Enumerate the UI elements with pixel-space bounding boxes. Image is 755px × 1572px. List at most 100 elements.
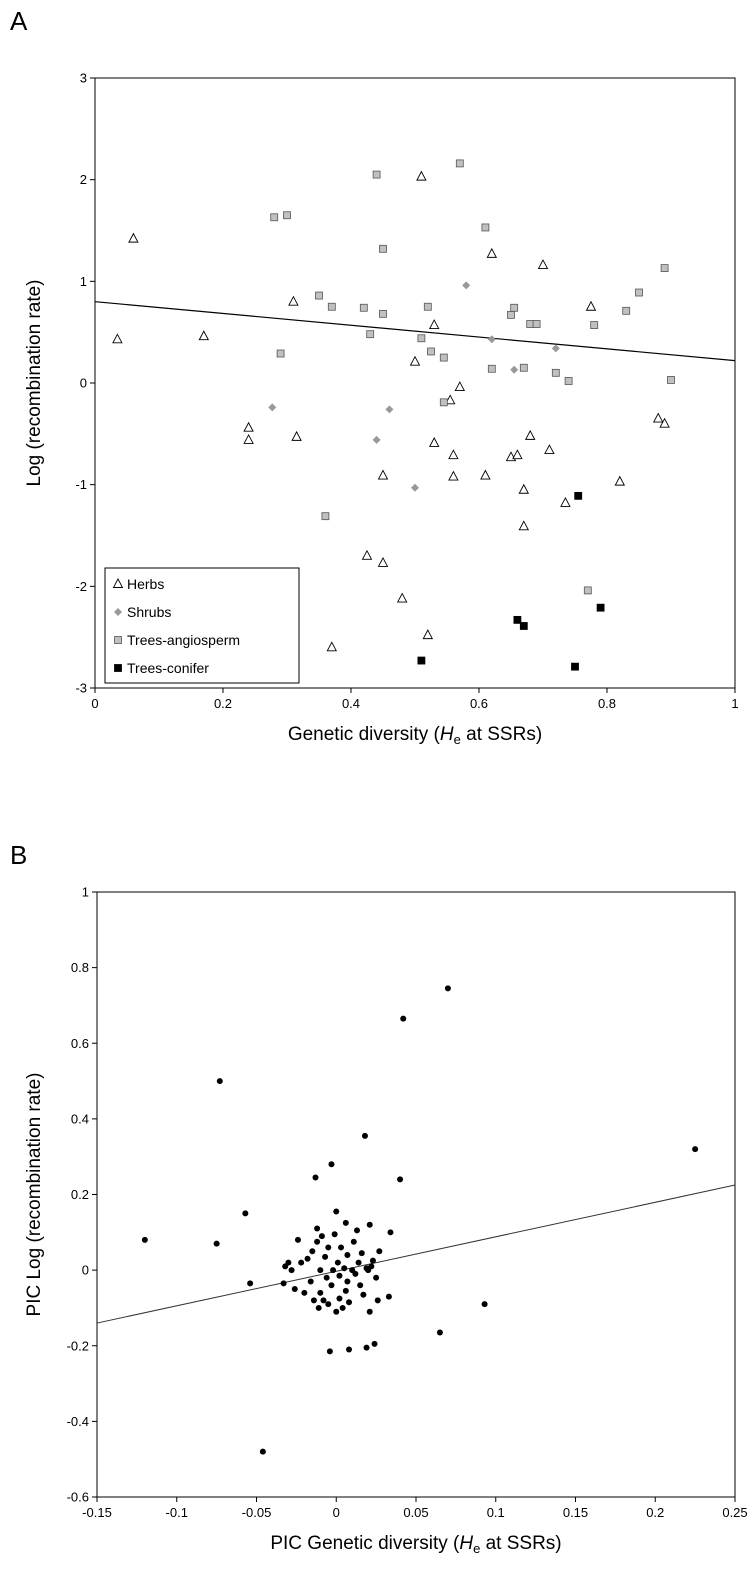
point-series bbox=[331, 1231, 338, 1238]
point-trees-angiosperm bbox=[321, 512, 330, 521]
point-shrubs bbox=[462, 281, 471, 290]
point-herbs bbox=[428, 437, 440, 447]
x-tick-label: 0.6 bbox=[470, 696, 488, 711]
point-series bbox=[294, 1236, 301, 1243]
point-series bbox=[376, 1248, 383, 1255]
point-series bbox=[444, 985, 451, 992]
point-herbs bbox=[377, 556, 389, 567]
point-series bbox=[371, 1340, 378, 1347]
point-series bbox=[315, 1304, 322, 1311]
point-trees-angiosperm bbox=[366, 330, 375, 339]
point-series bbox=[357, 1282, 364, 1289]
point-series bbox=[280, 1280, 287, 1287]
point-herbs bbox=[444, 394, 456, 405]
point-shrubs bbox=[551, 344, 560, 353]
point-series bbox=[309, 1248, 316, 1255]
y-tick-label: -1 bbox=[75, 477, 87, 492]
point-series bbox=[344, 1278, 351, 1285]
point-trees-angiosperm bbox=[583, 586, 592, 595]
point-series bbox=[301, 1289, 308, 1296]
chart-a: -3 -2 -1 0 1 2 3 0 0.2 0.4 0.6 0.8 1 Genetic diversit… bbox=[24, 71, 739, 748]
point-herbs bbox=[652, 412, 664, 423]
point-herbs bbox=[396, 592, 408, 603]
legend-marker-trees-conifer bbox=[114, 664, 122, 672]
point-series bbox=[141, 1236, 148, 1243]
point-trees-angiosperm bbox=[667, 376, 675, 384]
point-herbs bbox=[448, 449, 459, 460]
point-herbs bbox=[659, 417, 670, 428]
point-series bbox=[314, 1238, 321, 1245]
x-axis-title: PIC Genetic diversity (He at SSRs) bbox=[270, 1533, 561, 1556]
point-trees-angiosperm bbox=[487, 364, 496, 373]
point-series bbox=[216, 1078, 223, 1085]
point-trees-angiosperm bbox=[526, 320, 535, 328]
point-herbs bbox=[409, 355, 421, 366]
point-trees-angiosperm bbox=[315, 291, 323, 300]
point-trees-angiosperm bbox=[270, 213, 279, 222]
point-series bbox=[400, 1015, 407, 1022]
x-tick-label: 0.2 bbox=[646, 1505, 664, 1520]
legend-marker-trees-angiosperm bbox=[114, 636, 122, 644]
y-tick-label: 0.8 bbox=[71, 960, 89, 975]
point-shrubs bbox=[385, 405, 394, 414]
x-tick-label: 1 bbox=[731, 696, 738, 711]
point-trees-angiosperm bbox=[327, 302, 336, 311]
y-tick-label: 0.4 bbox=[71, 1111, 89, 1126]
plot-frame bbox=[96, 891, 736, 1498]
point-herbs bbox=[416, 170, 427, 181]
point-trees-conifer bbox=[571, 662, 579, 671]
point-series bbox=[312, 1174, 319, 1181]
trendline bbox=[94, 301, 736, 362]
point-series bbox=[322, 1253, 329, 1260]
legend-label-trees-conifer: Trees-conifer bbox=[127, 660, 209, 676]
point-trees-angiosperm bbox=[532, 320, 541, 328]
point-trees-angiosperm bbox=[481, 223, 490, 232]
point-trees-angiosperm bbox=[439, 353, 448, 362]
legend-label-trees-angiosperm: Trees-angiosperm bbox=[127, 632, 240, 648]
y-tick-label: -0.6 bbox=[67, 1490, 89, 1505]
point-trees-angiosperm bbox=[510, 303, 519, 312]
point-trees-angiosperm bbox=[622, 306, 631, 315]
point-series bbox=[336, 1295, 343, 1302]
legend-label-herbs: Herbs bbox=[127, 576, 164, 592]
point-trees-angiosperm bbox=[359, 303, 368, 312]
point-series bbox=[346, 1299, 353, 1306]
x-tick-label: 0 bbox=[333, 1505, 340, 1520]
x-tick-label: 0.05 bbox=[403, 1505, 428, 1520]
point-series bbox=[336, 1272, 343, 1279]
point-trees-angiosperm bbox=[283, 211, 291, 220]
point-trees-angiosperm bbox=[439, 398, 448, 407]
point-series bbox=[366, 1308, 373, 1315]
legend: Herbs Shrubs Trees-angiosperm Trees-conifer bbox=[104, 567, 300, 684]
point-trees-angiosperm bbox=[379, 244, 387, 253]
point-trees-angiosperm bbox=[417, 334, 426, 343]
x-axis-title: Genetic diversity (He at SSRs) bbox=[288, 724, 542, 747]
x-tick-label: 0.1 bbox=[487, 1505, 505, 1520]
point-series bbox=[369, 1257, 376, 1264]
point-herbs bbox=[198, 330, 210, 341]
point-series bbox=[310, 1297, 317, 1304]
x-tick-label: 0 bbox=[91, 696, 98, 711]
point-herbs bbox=[243, 421, 254, 432]
point-herbs bbox=[448, 470, 459, 481]
x-tick-label: -0.1 bbox=[166, 1505, 188, 1520]
point-series bbox=[341, 1265, 348, 1272]
point-trees-conifer bbox=[596, 603, 605, 612]
point-series bbox=[304, 1255, 311, 1262]
y-tick-label: -3 bbox=[75, 681, 87, 696]
point-trees-angiosperm bbox=[551, 368, 560, 377]
point-herbs bbox=[377, 469, 389, 480]
y-tick-label: -0.4 bbox=[67, 1414, 89, 1429]
x-tick-label: -0.05 bbox=[242, 1505, 272, 1520]
panel-a-label: A bbox=[10, 6, 28, 36]
point-trees-angiosperm bbox=[423, 302, 432, 311]
chart-b: -0.6 -0.4 -0.2 0 0.2 0.4 0.6 0.8 1 -0.15 -0.1 -0.05… bbox=[24, 885, 748, 1557]
x-tick-label: 0.2 bbox=[214, 696, 232, 711]
point-herbs bbox=[454, 381, 466, 392]
point-trees-angiosperm bbox=[427, 347, 435, 356]
point-shrubs bbox=[510, 365, 519, 374]
point-series bbox=[328, 1282, 335, 1289]
point-series bbox=[342, 1219, 349, 1226]
point-series bbox=[355, 1259, 362, 1266]
